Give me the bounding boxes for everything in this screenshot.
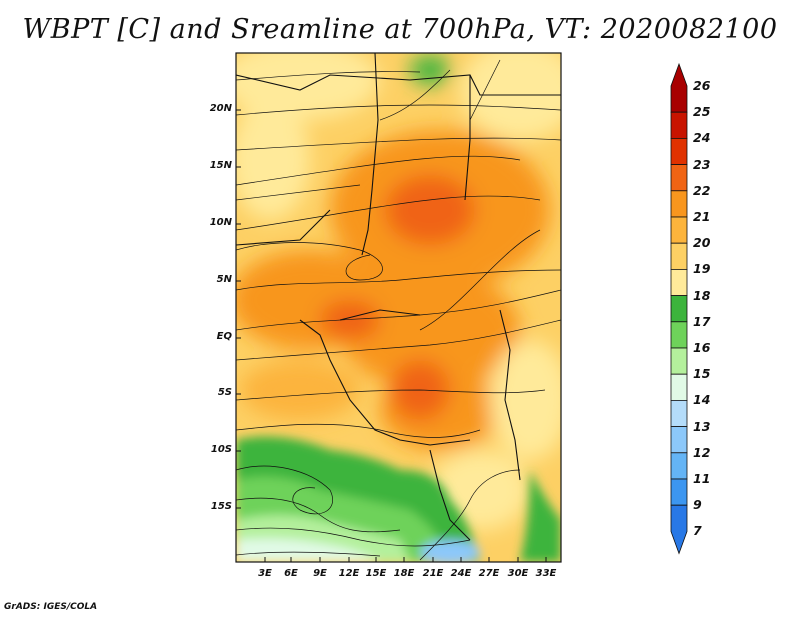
- lat-label: 5S: [217, 387, 232, 398]
- colorbar-swatch: [670, 373, 688, 401]
- lon-label: 6E: [284, 568, 298, 579]
- wbpt-field: [236, 53, 561, 562]
- colorbar-label: 22: [693, 182, 711, 198]
- lat-label: 15S: [210, 501, 232, 512]
- lon-label: 3E: [258, 568, 272, 579]
- colorbar-label: 18: [693, 287, 711, 303]
- lat-label: 20N: [209, 103, 232, 114]
- colorbar-label: 24: [693, 130, 711, 146]
- map-title: WBPT [C] and Sreamline at 700hPa, VT: 20…: [22, 14, 778, 45]
- lon-label: 21E: [422, 568, 444, 579]
- country-borders: [236, 53, 561, 541]
- colorbar-swatch: [670, 426, 688, 454]
- colorbar-label: 11: [693, 471, 711, 486]
- colorbar-label: 7: [693, 523, 702, 539]
- lat-label: 15N: [209, 160, 232, 171]
- colorbar-swatch: [670, 478, 688, 506]
- lon-label: 18E: [393, 568, 415, 579]
- colorbar-swatch: [670, 62, 688, 113]
- colorbar-swatch: [670, 321, 688, 349]
- colorbar-label: 13: [693, 418, 711, 434]
- colorbar-swatch: [670, 295, 688, 323]
- map-frame: [235, 52, 562, 563]
- colorbar-swatch: [670, 504, 688, 555]
- colorbar-swatch: [670, 347, 688, 375]
- colorbar-label: 21: [693, 209, 711, 224]
- streamlines: [236, 59, 561, 561]
- colorbar-label: 14: [693, 392, 711, 408]
- lat-label: EQ: [216, 331, 232, 342]
- colorbar-swatch: [670, 137, 688, 165]
- colorbar-label: 15: [693, 366, 711, 382]
- lon-label: 9E: [313, 568, 327, 579]
- colorbar: [670, 62, 688, 555]
- colorbar-label: 26: [693, 78, 711, 93]
- grads-credit: GrADS: IGES/COLA: [4, 602, 98, 612]
- colorbar-swatch: [670, 164, 688, 192]
- lon-label: 15E: [365, 568, 387, 579]
- colorbar-label: 25: [693, 104, 711, 120]
- colorbar-label: 20: [693, 235, 711, 251]
- lon-label: 27E: [478, 568, 500, 579]
- colorbar-label: 17: [693, 313, 711, 329]
- lat-label: 10N: [209, 217, 232, 228]
- axis-ticks: [236, 109, 547, 562]
- lon-label: 12E: [338, 568, 360, 579]
- colorbar-label: 19: [693, 261, 711, 277]
- colorbar-label: 23: [693, 156, 711, 172]
- lat-label: 10S: [210, 444, 232, 455]
- lon-label: 30E: [507, 568, 529, 579]
- lat-label: 5N: [216, 274, 232, 285]
- colorbar-swatch: [670, 111, 688, 139]
- colorbar-swatch: [670, 216, 688, 244]
- colorbar-swatch: [670, 399, 688, 427]
- colorbar-label: 12: [693, 444, 711, 460]
- colorbar-swatch: [670, 190, 688, 218]
- colorbar-label: 16: [693, 340, 711, 355]
- colorbar-swatch: [670, 452, 688, 480]
- colorbar-label: 9: [693, 497, 702, 513]
- lon-label: 24E: [450, 568, 472, 579]
- colorbar-swatch: [670, 242, 688, 270]
- lon-label: 33E: [535, 568, 557, 579]
- colorbar-swatch: [670, 268, 688, 296]
